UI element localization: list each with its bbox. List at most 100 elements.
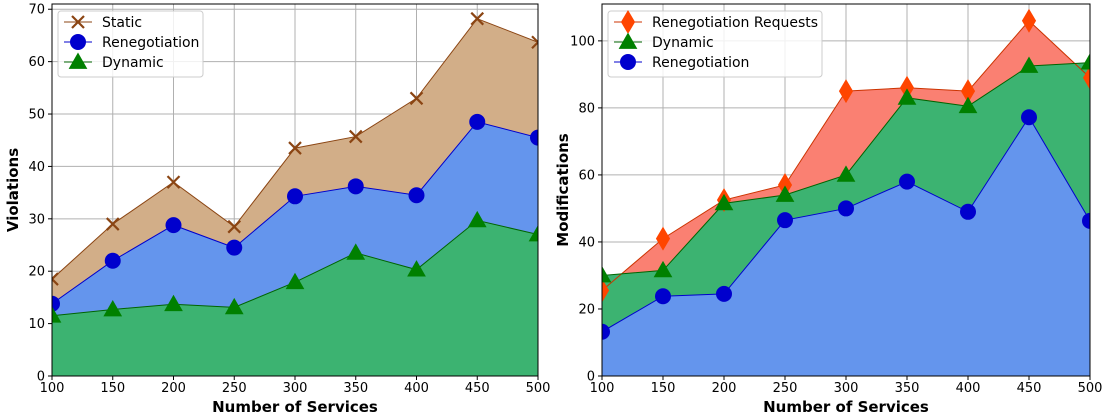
point-renegotiation — [469, 113, 486, 130]
point-static — [409, 91, 424, 106]
point-dynamic — [1019, 56, 1039, 73]
legend-box — [607, 10, 823, 78]
point-dynamic — [52, 306, 62, 323]
x-axis-label: Number of Services — [763, 398, 929, 415]
point-renegotiation — [287, 188, 303, 205]
point-dynamic — [346, 243, 366, 260]
point-renegotiation — [104, 252, 121, 269]
point-renegotiation — [1021, 109, 1037, 126]
point-static — [288, 141, 302, 155]
point-renegotiation-requests — [838, 79, 854, 104]
x-tick-label: 300 — [283, 381, 308, 396]
legend-label-renegotiation-requests: Renegotiation Requests — [652, 15, 818, 31]
y-axis-label: Modifications — [554, 133, 572, 247]
legend-label-dynamic: Dynamic — [652, 35, 714, 51]
y-tick-label: 100 — [570, 34, 595, 49]
y-tick-label: 40 — [578, 235, 595, 250]
legend-label-static: Static — [102, 15, 142, 31]
point-dynamic — [653, 260, 673, 278]
x-tick-label: 400 — [404, 381, 429, 396]
point-dynamic — [467, 210, 487, 228]
y-tick-label: 20 — [28, 265, 45, 280]
point-static — [105, 217, 120, 231]
point-renegotiation — [226, 239, 243, 256]
y-tick-label: 60 — [578, 168, 595, 183]
y-tick-label: 0 — [37, 370, 45, 385]
legend: Static Renegotiation Dynamic — [57, 10, 204, 78]
point-renegotiation — [960, 203, 976, 220]
point-renegotiation-requests — [602, 278, 610, 303]
y-axis-label: Violations — [4, 148, 22, 232]
legend-marker-renegotiation — [70, 34, 86, 50]
point-renegotiation — [52, 295, 60, 312]
x-tick-label: 350 — [343, 381, 368, 396]
x-tick-label: 200 — [161, 381, 186, 396]
y-tick-label: 20 — [578, 302, 595, 317]
point-dynamic — [897, 88, 917, 105]
x-tick-label: 100 — [590, 381, 615, 396]
x-tick-label: 150 — [651, 381, 676, 396]
point-dynamic — [285, 272, 305, 290]
point-renegotiation — [655, 288, 671, 305]
point-dynamic — [1080, 53, 1090, 70]
legend-label-renegotiation: Renegotiation — [102, 35, 199, 51]
point-dynamic — [528, 225, 538, 242]
x-tick-label: 200 — [712, 381, 737, 396]
point-static — [166, 175, 181, 189]
point-dynamic — [224, 297, 244, 315]
legend-marker-static — [71, 15, 85, 29]
y-tick-label: 60 — [28, 55, 45, 70]
legend: Renegotiation Requests Dynamic Renegotiati… — [607, 10, 823, 78]
series-marks — [602, 8, 1090, 340]
point-static — [470, 11, 485, 26]
point-static — [531, 35, 538, 50]
x-tick-label: 450 — [465, 381, 490, 396]
series-marks — [52, 11, 538, 323]
chart-panel-2: 100 150 200 250 300 350 400 450 500 0 20 40 60 80 100 N… — [554, 3, 1102, 415]
x-tick-label: 250 — [222, 381, 247, 396]
y-tick-label: 0 — [587, 370, 595, 385]
point-renegotiation — [838, 200, 854, 217]
legend-box — [57, 10, 204, 78]
tick-labels: 100 150 200 250 300 350 400 450 500 0 20 40 60 80 100 — [570, 34, 1102, 396]
point-dynamic — [958, 96, 978, 114]
x-tick-label: 350 — [895, 381, 920, 396]
legend-marker-dynamic — [618, 32, 638, 49]
chart-panel-1: 100 150 200 250 300 350 400 450 500 0 10 20 30 40 50 60… — [4, 3, 550, 415]
point-dynamic — [602, 265, 612, 283]
x-tick-label: 100 — [40, 381, 65, 396]
tick-labels: 100 150 200 250 300 350 400 450 500 0 10 20 30 40 50 60… — [28, 3, 550, 396]
x-axis-label: Number of Services — [212, 398, 378, 415]
point-renegotiation — [165, 217, 182, 234]
point-dynamic — [775, 185, 795, 202]
legend-label-renegotiation: Renegotiation — [652, 55, 749, 71]
point-renegotiation-requests — [655, 226, 671, 251]
point-renegotiation — [777, 212, 793, 229]
point-renegotiation-requests — [1082, 65, 1090, 90]
point-renegotiation — [1082, 212, 1090, 229]
point-dynamic — [164, 294, 183, 312]
y-tick-label: 40 — [28, 160, 45, 175]
x-tick-label: 400 — [956, 381, 981, 396]
x-tick-label: 500 — [526, 381, 551, 396]
x-tick-label: 250 — [773, 381, 798, 396]
point-static — [52, 272, 59, 286]
point-dynamic — [103, 299, 123, 317]
x-tick-label: 500 — [1078, 381, 1103, 396]
y-tick-label: 70 — [28, 3, 45, 18]
point-renegotiation — [716, 285, 732, 302]
point-renegotiation — [347, 178, 364, 195]
point-static — [348, 129, 363, 144]
y-tick-label: 80 — [578, 101, 595, 116]
x-tick-label: 300 — [834, 381, 859, 396]
y-tick-label: 30 — [28, 212, 45, 227]
point-renegotiation-requests — [1021, 8, 1037, 33]
x-tick-label: 450 — [1017, 381, 1042, 396]
y-tick-label: 50 — [28, 108, 45, 123]
area-dynamic — [52, 220, 538, 376]
point-renegotiation — [899, 173, 915, 190]
legend-marker-renegotiation — [620, 54, 636, 70]
point-renegotiation — [408, 187, 425, 204]
point-renegotiation — [602, 323, 610, 340]
